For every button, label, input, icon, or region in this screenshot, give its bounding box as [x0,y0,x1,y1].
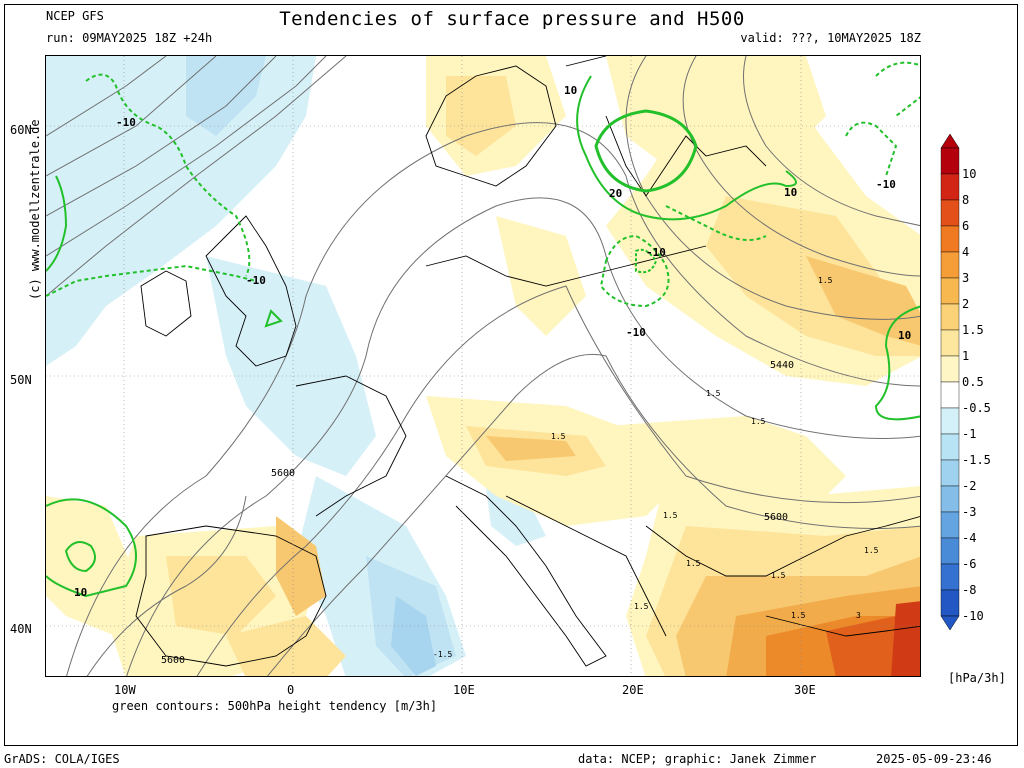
colorbar-cell [940,355,960,383]
lat-label-60n: 60N [10,123,32,137]
colorbar-label: -1.5 [962,453,991,467]
colorbar-label: -10 [962,609,984,623]
green-label: 10 [784,186,797,199]
tendency-label: -1.5 [433,650,452,659]
map-graphic: -10 10 -10 20 10 -10 -10 -10 10 10 5600 … [46,56,920,676]
green-contour-labels: -10 10 -10 20 10 -10 -10 -10 10 10 [74,84,911,599]
figure-frame [4,4,1018,746]
lat-label-40n: 40N [10,622,32,636]
colorbar-cells [940,134,960,630]
lat-label-50n: 50N [10,373,32,387]
lon-label-10w: 10W [114,683,136,697]
colorbar-cell [940,563,960,591]
colorbar-label: -3 [962,505,977,519]
lon-label-10e: 10E [453,683,475,697]
colorbar-label: 3 [962,271,970,285]
colorbar-cell [940,303,960,331]
tendency-label: 1.5 [551,432,566,441]
isohypse-label: 5440 [770,360,794,371]
lon-label-30e: 30E [794,683,816,697]
model-name: NCEP GFS [46,9,104,23]
contour-note: green contours: 500hPa height tendency [… [112,699,438,713]
green-label: -10 [246,274,266,287]
colorbar-unit: [hPa/3h] [948,671,1006,685]
green-label: -10 [116,116,136,129]
colorbar-cell [940,147,960,175]
data-credit: data: NCEP; graphic: Janek Zimmer [578,752,817,766]
colorbar-cell [940,511,960,539]
colorbar-label: -4 [962,531,977,545]
colorbar-cell [940,199,960,227]
isohypse-label: 5600 [161,655,185,666]
colorbar-label: -0.5 [962,401,991,415]
map-panel: -10 10 -10 20 10 -10 -10 -10 10 10 5600 … [45,55,921,677]
colorbar-label: 2 [962,297,970,311]
green-label: 10 [898,329,911,342]
colorbar-label: 0.5 [962,375,984,389]
tendency-label: 1.5 [686,559,701,568]
colorbar-label: -2 [962,479,977,493]
negative-tendency-fill [46,56,546,676]
tendency-label: 1.5 [818,276,833,285]
colorbar-cell [940,225,960,253]
tendency-label: 1.5 [706,389,721,398]
green-label: -10 [876,178,896,191]
colorbar-cell [940,407,960,435]
lon-label-20e: 20E [622,683,644,697]
colorbar-cell [940,537,960,565]
tendency-label: 1.5 [634,602,649,611]
colorbar-cell [940,381,960,409]
tendency-label: 1.5 [791,611,806,620]
tendency-label: 1.5 [864,546,879,555]
run-info: run: 09MAY2025 18Z +24h [46,31,213,45]
colorbar-label: 6 [962,219,970,233]
colorbar-cell [940,251,960,279]
colorbar-cell [940,433,960,461]
colorbar-cell [940,329,960,357]
valid-info: valid: ???, 10MAY2025 18Z [740,31,921,45]
lon-label-0: 0 [287,683,295,697]
colorbar [940,134,960,630]
colorbar-label: -1 [962,427,977,441]
positive-tendency-fill [46,56,920,676]
tendency-label: 3 [856,611,861,620]
grads-credit: GrADS: COLA/IGES [4,752,120,766]
green-label: 10 [564,84,577,97]
tendency-labels: 1.5 1.5 1.5 1.5 1.5 1.5 1.5 1.5 1.5 1.5 … [433,276,879,659]
colorbar-label: 4 [962,245,970,259]
tendency-label: 1.5 [771,571,786,580]
colorbar-label: -8 [962,583,977,597]
colorbar-label: 1.5 [962,323,984,337]
colorbar-label: 8 [962,193,970,207]
green-label: 20 [609,187,622,200]
colorbar-cell [940,173,960,201]
colorbar-label: 10 [962,167,977,181]
tendency-label: 1.5 [751,417,766,426]
colorbar-cell [940,277,960,305]
isohypse-labels: 5600 5440 5600 5600 [161,360,794,666]
copyright-vertical: (c) www.modellzentrale.de [28,119,42,300]
green-label: 10 [74,586,87,599]
green-label: -10 [646,246,666,259]
timestamp: 2025-05-09-23:46 [876,752,992,766]
coastlines [135,56,920,667]
colorbar-label: 1 [962,349,970,363]
isohypse-label: 5600 [271,468,295,479]
tendency-label: 1.5 [663,511,678,520]
colorbar-cell [940,485,960,513]
colorbar-top-arrow [940,134,960,149]
colorbar-label: -6 [962,557,977,571]
colorbar-cell [940,459,960,487]
green-label: -10 [626,326,646,339]
colorbar-bottom-arrow [940,615,960,630]
colorbar-cell [940,589,960,617]
h500-isohypses [46,56,920,676]
isohypse-label: 5600 [764,512,788,523]
height-tendency-contours [46,61,920,598]
page-title: Tendencies of surface pressure and H500 [279,8,745,30]
